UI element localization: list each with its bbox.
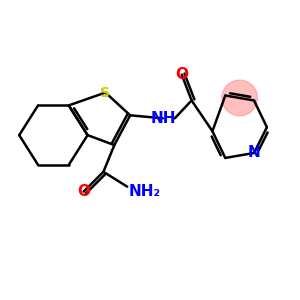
Text: NH₂: NH₂ xyxy=(129,184,161,199)
Text: O: O xyxy=(77,184,90,199)
Text: NH: NH xyxy=(150,111,176,126)
Circle shape xyxy=(222,80,257,116)
Text: S: S xyxy=(100,85,110,100)
Text: N: N xyxy=(248,146,260,160)
Text: O: O xyxy=(175,67,188,82)
